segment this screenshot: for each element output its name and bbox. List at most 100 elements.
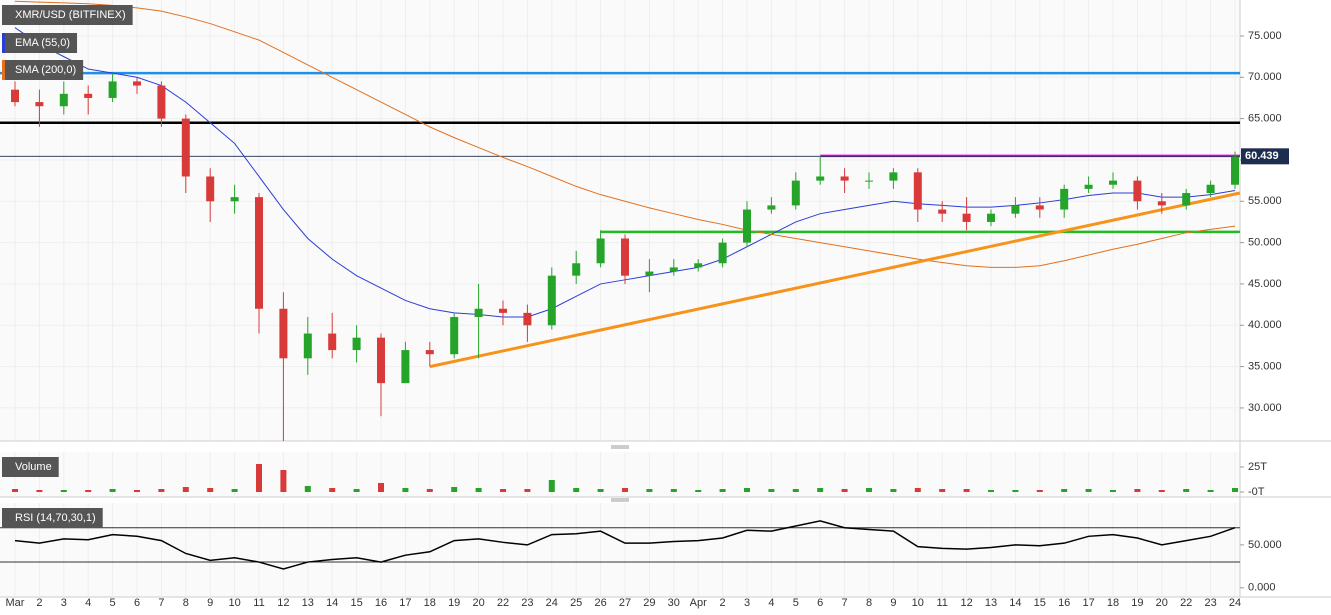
volume-bar xyxy=(744,488,750,492)
legend-box: SMA (200,0) xyxy=(2,60,84,80)
volume-bar xyxy=(207,488,214,492)
volume-bar xyxy=(402,488,409,492)
x-tick-label: 18 xyxy=(1107,597,1119,609)
x-tick-label: 11 xyxy=(936,597,947,609)
x-tick-label: 26 xyxy=(594,597,606,609)
x-tick-label: 2 xyxy=(36,597,42,609)
resize-handle[interactable] xyxy=(611,498,629,502)
legend-bg xyxy=(2,457,59,477)
legend-accent xyxy=(2,60,5,80)
y-tick-label: 70.000 xyxy=(1248,71,1282,83)
x-tick-label: 4 xyxy=(85,597,91,609)
x-tick-label: 7 xyxy=(158,597,164,609)
x-tick-label: 23 xyxy=(521,597,533,609)
candle-body xyxy=(133,81,141,86)
volume-bar xyxy=(280,470,287,492)
candle-body xyxy=(596,238,605,264)
x-tick-label: 20 xyxy=(472,597,484,609)
volume-bar xyxy=(1012,490,1019,492)
x-tick-label: 6 xyxy=(817,597,823,609)
volume-bar xyxy=(500,489,506,492)
volume-bar xyxy=(256,464,262,492)
x-tick-label: 27 xyxy=(619,597,631,609)
x-tick-label: 5 xyxy=(110,597,116,609)
legend-box: EMA (55,0) xyxy=(2,33,78,53)
candle-body xyxy=(352,337,361,351)
volume-bar xyxy=(1183,489,1190,492)
volume-bar xyxy=(353,489,360,492)
y-tick-label: 55.000 xyxy=(1248,195,1282,207)
y-tick-label: 50.000 xyxy=(1248,237,1282,249)
volume-bar xyxy=(792,489,799,492)
candle-body xyxy=(474,308,483,318)
volume-bar xyxy=(60,490,67,492)
candle-body xyxy=(401,350,410,384)
candle-body xyxy=(450,317,459,355)
x-tick-label: 8 xyxy=(866,597,872,609)
candle-body xyxy=(108,81,117,98)
candle-body xyxy=(645,271,654,276)
volume-panel xyxy=(0,452,1240,497)
candle-body xyxy=(181,118,190,177)
candle-body xyxy=(157,85,166,119)
y-tick-label: 35.000 xyxy=(1248,361,1282,373)
rsi-line xyxy=(14,520,1236,570)
candle-body xyxy=(59,93,68,107)
candle-body xyxy=(499,308,507,313)
y-tick-label: 45.000 xyxy=(1248,278,1282,290)
candle-body xyxy=(523,312,532,326)
volume-bar xyxy=(451,487,458,492)
x-tick-label: Mar xyxy=(6,597,25,609)
candle-body xyxy=(279,308,288,359)
candle-body xyxy=(1035,205,1044,210)
x-tick-label: 10 xyxy=(228,597,240,609)
candle-body xyxy=(1157,201,1166,206)
volume-bar xyxy=(85,490,92,492)
x-tick-label: 12 xyxy=(960,597,972,609)
volume-bar xyxy=(988,490,994,492)
x-tick-label: 14 xyxy=(1009,597,1021,609)
x-tick-label: 22 xyxy=(1180,597,1192,609)
candle-body xyxy=(816,176,825,181)
y-tick-label: 65.000 xyxy=(1248,113,1282,125)
resize-handle[interactable] xyxy=(611,445,629,449)
volume-bar xyxy=(1207,490,1214,492)
candle-body xyxy=(840,176,849,181)
candle-body xyxy=(1231,156,1239,185)
x-tick-label: 16 xyxy=(1058,597,1070,609)
x-tick-label: 13 xyxy=(985,597,997,609)
volume-bar xyxy=(963,489,970,492)
x-tick-label: 19 xyxy=(1131,597,1143,609)
x-tick-label: 12 xyxy=(277,597,289,609)
x-tick-label: 5 xyxy=(793,597,799,609)
candle-body xyxy=(767,205,776,210)
volume-bar xyxy=(36,490,43,492)
candle-body xyxy=(572,263,581,276)
legend-bg xyxy=(2,33,78,53)
x-tick-label: 4 xyxy=(768,597,774,609)
volume-bar xyxy=(914,488,921,492)
volume-bar xyxy=(475,488,482,492)
candle-body xyxy=(1060,188,1069,210)
legend-box: XMR/USD (BITFINEX) xyxy=(2,5,133,25)
volume-bar xyxy=(1232,488,1238,492)
x-tick-label: 16 xyxy=(375,597,387,609)
volume-bar xyxy=(573,488,580,492)
volume-bar xyxy=(597,489,604,492)
volume-bar xyxy=(1085,489,1092,492)
x-tick-label: 8 xyxy=(183,597,189,609)
candle-body xyxy=(84,93,93,98)
candle-body xyxy=(669,267,678,272)
volume-bar xyxy=(231,489,238,492)
volume-bar xyxy=(646,489,653,492)
x-tick-label: 9 xyxy=(890,597,896,609)
x-tick-label: 15 xyxy=(1034,597,1046,609)
x-tick-label: 11 xyxy=(253,597,264,609)
candle-body xyxy=(962,213,971,222)
volume-bar xyxy=(841,489,848,492)
legend-accent xyxy=(2,33,5,53)
candle-body xyxy=(255,197,263,309)
x-tick-label: 9 xyxy=(207,597,213,609)
volume-bar xyxy=(304,486,311,492)
x-tick-label: 18 xyxy=(424,597,436,609)
